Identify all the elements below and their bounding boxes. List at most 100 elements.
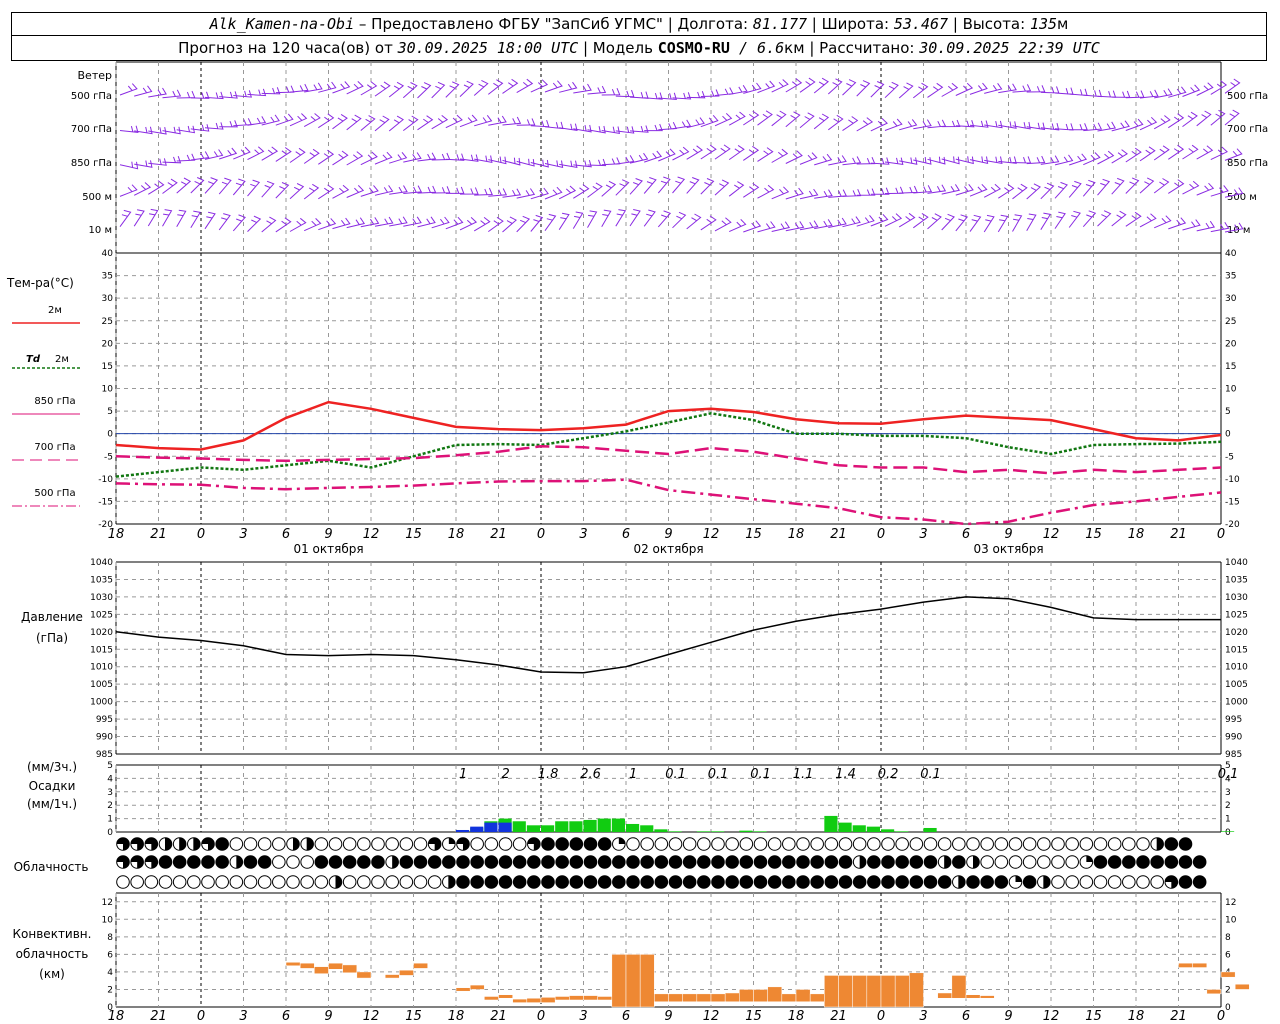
convective-bar: [979, 995, 995, 999]
cloud-circle: [257, 875, 272, 889]
wind-barb: [374, 216, 394, 227]
cloud-symbol: [909, 837, 924, 851]
wind-barb: [289, 217, 307, 232]
cloud-circle: [767, 855, 782, 869]
wind-barb: [1012, 214, 1023, 232]
wind-barb: [219, 147, 238, 160]
wind-barb: [247, 146, 265, 161]
cloud-fill: [448, 875, 456, 889]
wind-barb: [261, 216, 277, 233]
temperature-axis-hour-tick: 3: [919, 527, 927, 542]
wind-barb: [417, 115, 434, 131]
wind-barb: [1182, 84, 1201, 97]
cloud-symbol: [654, 855, 669, 869]
cloud-symbol: [1178, 837, 1193, 851]
wind-barb: [714, 144, 731, 160]
cloud-symbol: [512, 875, 527, 889]
wind-barb: [1111, 120, 1130, 132]
wind-barb: [1168, 217, 1187, 230]
wind-barb: [360, 115, 376, 131]
wind-barb: [318, 218, 337, 231]
wind-barb: [998, 156, 1017, 164]
bottom-axis-hour-tick: 3: [919, 1009, 927, 1024]
cloud-symbol: [130, 837, 144, 851]
precip-bar-green: [668, 831, 682, 832]
cloud-circle: [952, 855, 966, 869]
cloud-symbol: [1122, 855, 1136, 869]
wind-barb: [743, 145, 760, 161]
wind-barb: [1196, 145, 1214, 160]
wind-barb: [488, 156, 507, 165]
temperature-panel-ytick-right: -10: [1225, 475, 1240, 485]
wind-barb: [1054, 211, 1066, 229]
convective-panel-ytick-left: 6: [107, 950, 113, 960]
convective-panel-ytick-right: 10: [1225, 915, 1237, 925]
wind-barb: [332, 217, 351, 230]
convective-bar: [512, 998, 528, 1003]
cloud-circle: [583, 875, 598, 889]
wind-barb: [913, 185, 933, 194]
convective-bar: [455, 987, 471, 992]
cloud-circle: [399, 855, 414, 869]
cloud-symbol: [243, 875, 258, 889]
cloud-symbol: [1107, 875, 1122, 889]
cloud-circle: [1008, 837, 1023, 851]
wind-barb: [1210, 146, 1228, 161]
wind-barb: [190, 177, 205, 194]
wind-barb: [232, 178, 246, 196]
wind-barb: [1083, 152, 1101, 166]
cloud-circle: [782, 855, 796, 869]
cloud-circle: [1178, 855, 1193, 869]
cloud-symbol: [697, 855, 711, 869]
wind-barb: [799, 112, 815, 129]
wind-barb: [601, 209, 612, 227]
wind-barb: [828, 155, 847, 166]
cloud-symbol: [711, 875, 725, 889]
cloud-circle: [1136, 875, 1150, 889]
temperature-axis-hour-tick: 15: [745, 527, 762, 542]
cloud-symbol: [442, 875, 456, 889]
wind-barb: [318, 149, 335, 165]
temperature-axis-hour-tick: 21: [150, 527, 167, 542]
cloud-circle: [810, 837, 824, 851]
wind-level-label-left: 10 м: [89, 225, 112, 236]
cloud-symbol: [668, 855, 683, 869]
header-line-1: Alk_Kamen-na-Obi – Предоставлено ФГБУ "З…: [11, 12, 1267, 36]
wind-barb: [1224, 109, 1240, 126]
wind-barb: [133, 182, 152, 196]
precip-bar-green: [711, 831, 725, 832]
cloud-circle: [484, 855, 499, 869]
cloud-circle: [1107, 855, 1122, 869]
bottom-axis-hour-tick: 0: [537, 1009, 545, 1024]
model-name: COSMO-RU: [657, 39, 730, 57]
wind-barb: [686, 213, 702, 230]
pressure-panel-ytick-right: 1025: [1225, 610, 1248, 620]
wind-barb: [232, 214, 246, 232]
wind-barb: [601, 126, 621, 135]
precip-panel-ytick-right: 2: [1225, 801, 1231, 811]
cloud-circle: [569, 855, 584, 869]
cloud-circle: [937, 875, 952, 889]
cloud-symbol: [725, 875, 739, 889]
precip-3h-label: 1: [629, 767, 637, 782]
wind-barb: [1097, 178, 1111, 196]
wind-barbs: [119, 77, 1244, 233]
wind-barb: [828, 114, 844, 131]
wind-barb: [204, 177, 219, 194]
wind-barb: [672, 146, 690, 161]
bottom-axis-hour-tick: 0: [1217, 1009, 1225, 1024]
wind-barb: [884, 213, 903, 227]
cloud-symbol: [484, 837, 499, 851]
latitude: 53.467: [893, 15, 949, 33]
cloud-symbol: [144, 855, 159, 869]
wind-barb: [1196, 182, 1215, 196]
bottom-axis-hour-tick: 18: [448, 1009, 465, 1024]
precip-panel-ytick-left: 5: [107, 761, 113, 771]
cloud-circle: [626, 837, 640, 851]
convective-bar: [767, 986, 783, 1002]
wind-barb: [941, 213, 955, 231]
wind-barb: [445, 186, 465, 194]
cloud-circle: [895, 837, 909, 851]
pressure-panel-ytick-left: 1040: [90, 558, 113, 568]
convective-bar: [484, 996, 499, 1001]
